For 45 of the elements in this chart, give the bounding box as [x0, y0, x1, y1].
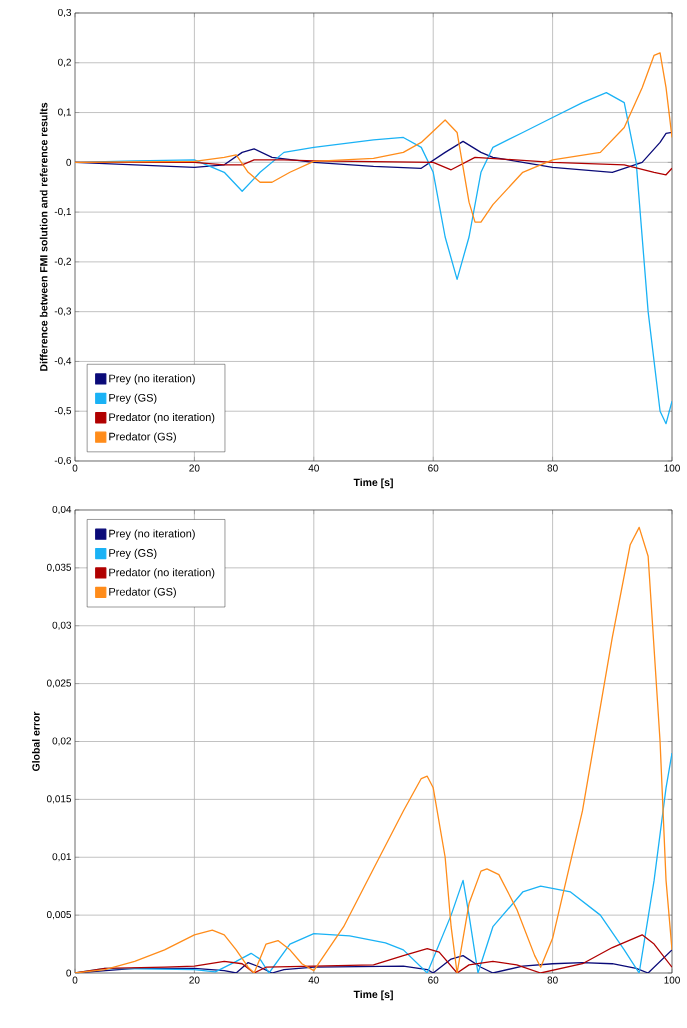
legend-label: Prey (no iteration) [109, 374, 195, 385]
legend-label: Prey (GS) [109, 548, 157, 560]
y-tick-label: 0,035 [46, 563, 72, 572]
x-tick-label: 60 [428, 464, 439, 472]
legend-label: Predator (GS) [109, 432, 176, 443]
x-axis-title: Time [s] [353, 478, 393, 489]
legend-label: Prey (no iteration) [109, 529, 195, 540]
x-tick-label: 80 [547, 976, 558, 984]
x-axis-title: Time [s] [353, 990, 393, 1001]
y-tick-label: 0,3 [58, 8, 72, 18]
y-tick-label: -0,3 [54, 307, 72, 316]
y-tick-label: 0,03 [52, 621, 72, 630]
y-tick-label: -0,5 [54, 407, 72, 416]
y-tick-label: -0,4 [54, 357, 72, 366]
x-tick-label: 40 [308, 976, 319, 984]
y-tick-label: 0,015 [46, 795, 72, 804]
line-series [75, 526, 673, 973]
y-tick-label: 0,025 [46, 679, 72, 688]
x-tick-label: 80 [547, 464, 558, 472]
y-tick-label: 0,2 [58, 58, 71, 67]
legend-label: Predator (no iteration) [109, 568, 215, 579]
y-tick-label: 0 [66, 969, 72, 977]
legend-label: Predator (no iteration) [109, 413, 215, 424]
x-tick-label: 40 [308, 464, 319, 472]
line-series [75, 52, 673, 223]
x-tick-label: 100 [664, 976, 680, 984]
x-tick-label: 60 [428, 976, 439, 984]
x-tick-label: 100 [664, 464, 680, 472]
x-tick-label: 20 [189, 464, 200, 472]
y-axis-title: Global error [32, 711, 40, 772]
x-tick-label: 0 [72, 976, 78, 984]
y-axis-title: Difference between FMI solution and reference results [39, 102, 48, 371]
y-tick-label: 0,01 [52, 853, 71, 862]
y-tick-label: -0,1 [54, 207, 71, 217]
legend-label: Predator (GS) [109, 587, 176, 598]
legend-label: Prey (GS) [109, 393, 157, 404]
x-tick-label: 20 [189, 976, 200, 984]
y-tick-label: 0,02 [52, 737, 71, 746]
y-tick-label: 0,04 [52, 505, 72, 515]
x-tick-label: 0 [72, 464, 78, 472]
y-tick-label: -0,2 [54, 257, 71, 267]
y-tick-label: 0 [66, 158, 72, 166]
y-tick-label: 0,1 [58, 108, 71, 117]
y-tick-label: -0,6 [54, 456, 72, 466]
y-tick-label: 0,005 [46, 911, 72, 920]
